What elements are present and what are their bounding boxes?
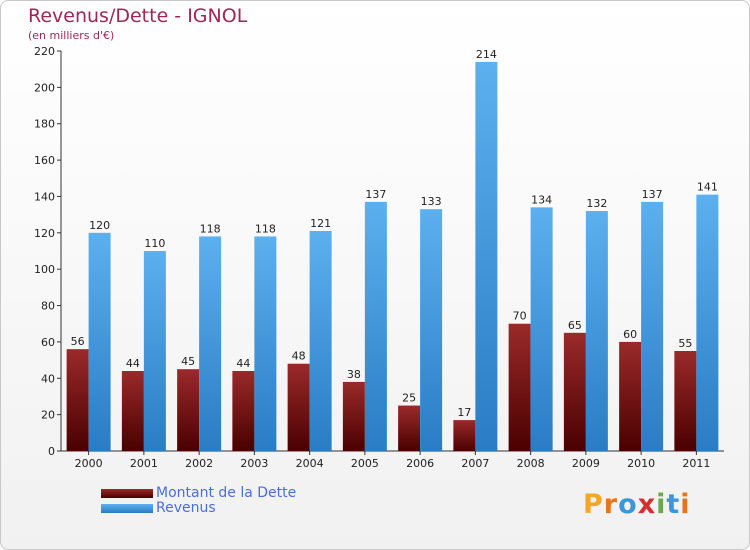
value-label-dette: 44 xyxy=(236,357,250,370)
bar-revenus xyxy=(641,201,664,451)
value-label-revenus: 110 xyxy=(144,237,165,250)
logo-letter: x xyxy=(637,489,657,520)
y-tick-label: 100 xyxy=(34,263,55,276)
value-label-revenus: 120 xyxy=(89,219,110,232)
logo-letter: r xyxy=(603,489,619,520)
x-tick-label: 2003 xyxy=(240,457,268,470)
x-tick-label: 2004 xyxy=(296,457,324,470)
bar-revenus xyxy=(143,251,166,451)
logo-letter: P xyxy=(583,489,604,520)
bar-revenus xyxy=(309,231,332,451)
value-label-dette: 60 xyxy=(623,328,637,341)
y-tick-label: 180 xyxy=(34,118,55,131)
bar-dette xyxy=(66,349,89,451)
y-tick-label: 60 xyxy=(41,336,55,349)
legend-label-revenus: Revenus xyxy=(156,500,216,516)
x-tick-label: 2009 xyxy=(572,457,600,470)
proxiti-logo: Proxiti xyxy=(583,489,691,520)
value-label-revenus: 141 xyxy=(697,181,718,194)
value-label-dette: 44 xyxy=(126,357,140,370)
y-tick-label: 220 xyxy=(34,45,55,58)
legend-label-dette: Montant de la Dette xyxy=(156,485,297,501)
x-tick-label: 2000 xyxy=(75,457,103,470)
logo-letter: i xyxy=(680,489,691,520)
logo-letter: o xyxy=(618,489,638,520)
x-tick-label: 2002 xyxy=(185,457,213,470)
bar-dette xyxy=(177,369,200,451)
value-label-dette: 25 xyxy=(402,392,416,405)
logo-letter: i xyxy=(656,489,667,520)
value-label-revenus: 214 xyxy=(476,48,497,61)
y-tick-label: 80 xyxy=(41,300,55,313)
bar-dette xyxy=(287,363,310,451)
bar-revenus xyxy=(364,201,387,451)
bar-revenus xyxy=(199,236,222,451)
logo-letter: t xyxy=(666,489,681,520)
y-tick-label: 40 xyxy=(41,372,55,385)
bar-dette xyxy=(563,332,586,451)
value-label-dette: 48 xyxy=(292,350,306,363)
legend-swatch-revenus xyxy=(101,504,153,513)
bar-dette xyxy=(121,371,144,451)
x-tick-label: 2008 xyxy=(517,457,545,470)
x-tick-label: 2011 xyxy=(682,457,710,470)
y-tick-label: 160 xyxy=(34,154,55,167)
bar-dette xyxy=(232,371,255,451)
y-tick-label: 0 xyxy=(48,445,55,458)
value-label-revenus: 132 xyxy=(586,197,607,210)
bar-dette xyxy=(342,381,365,451)
bar-revenus xyxy=(88,232,111,451)
value-label-dette: 38 xyxy=(347,368,361,381)
value-label-revenus: 134 xyxy=(531,193,552,206)
bar-dette xyxy=(674,351,697,451)
x-tick-label: 2006 xyxy=(406,457,434,470)
value-label-dette: 65 xyxy=(568,319,582,332)
value-label-revenus: 137 xyxy=(365,188,386,201)
value-label-dette: 55 xyxy=(678,337,692,350)
y-tick-label: 140 xyxy=(34,190,55,203)
x-tick-label: 2005 xyxy=(351,457,379,470)
y-tick-label: 120 xyxy=(34,227,55,240)
bar-dette xyxy=(453,420,476,451)
y-tick-label: 20 xyxy=(41,409,55,422)
value-label-revenus: 121 xyxy=(310,217,331,230)
x-tick-label: 2007 xyxy=(461,457,489,470)
x-tick-label: 2001 xyxy=(130,457,158,470)
bar-revenus xyxy=(696,194,719,452)
bar-revenus xyxy=(530,207,553,451)
value-label-revenus: 118 xyxy=(200,222,221,235)
bar-dette xyxy=(508,323,531,451)
bar-revenus xyxy=(420,209,443,451)
value-label-revenus: 137 xyxy=(642,188,663,201)
value-label-revenus: 133 xyxy=(421,195,442,208)
bar-dette xyxy=(619,341,642,451)
value-label-revenus: 118 xyxy=(255,222,276,235)
bar-revenus xyxy=(585,211,608,451)
legend-swatch-dette xyxy=(101,489,153,498)
value-label-dette: 70 xyxy=(513,310,527,323)
value-label-dette: 56 xyxy=(71,335,85,348)
chart-title: Revenus/Dette - IGNOL xyxy=(28,5,248,27)
y-tick-label: 200 xyxy=(34,81,55,94)
bar-revenus xyxy=(254,236,277,451)
bar-dette xyxy=(398,405,421,451)
x-tick-label: 2010 xyxy=(627,457,655,470)
value-label-dette: 45 xyxy=(181,355,195,368)
bar-revenus xyxy=(475,61,498,452)
chart-subtitle: (en milliers d'€) xyxy=(28,29,115,42)
value-label-dette: 17 xyxy=(457,406,471,419)
